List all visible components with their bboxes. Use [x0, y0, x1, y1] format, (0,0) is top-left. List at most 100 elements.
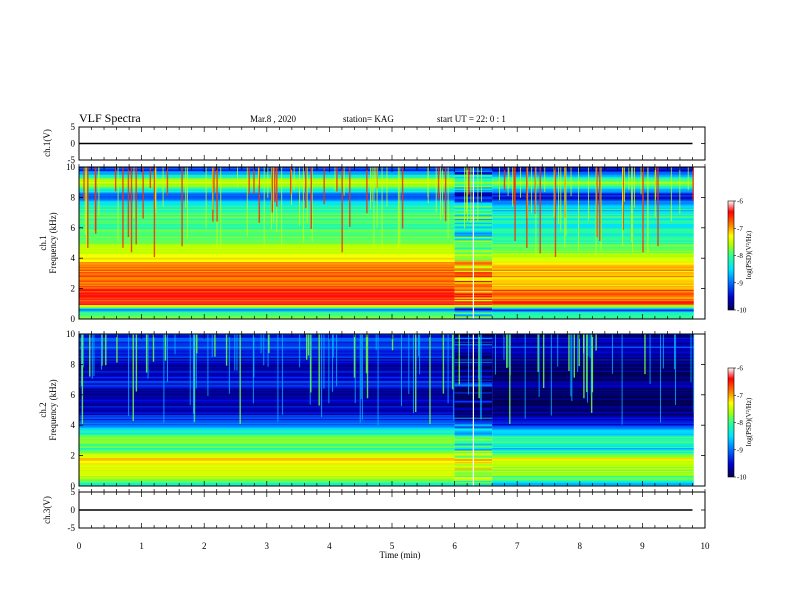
spectrogram-band [492, 213, 694, 216]
spectrogram-band [79, 404, 455, 407]
spectrogram-band [492, 189, 694, 192]
spectrogram-band [79, 198, 455, 201]
spectrogram-band [492, 397, 694, 399]
spectrogram-band [79, 183, 455, 186]
spectrogram-band [492, 455, 694, 458]
spectrogram-burst [640, 167, 642, 195]
spectrogram-burst [417, 334, 419, 357]
spectrogram-burst [453, 334, 455, 421]
x-tick-label: 3 [265, 541, 270, 551]
ch1-spectrogram-image [79, 167, 705, 320]
x-tick-label: 8 [578, 541, 583, 551]
spectrogram-band [79, 396, 455, 398]
spectrogram-band [79, 179, 455, 182]
spectrogram-burst [495, 334, 496, 375]
spectrogram-band [79, 356, 455, 359]
spectrogram-band [79, 256, 455, 259]
spectrogram-band [79, 374, 455, 377]
spectrogram-burst [311, 167, 313, 242]
spectrogram-burst [458, 334, 461, 385]
spectrogram-band [492, 425, 694, 427]
spectrogram-band [79, 292, 455, 295]
spectrogram-band [492, 420, 694, 422]
spectrogram-band [492, 264, 694, 267]
spectrogram-band [492, 468, 694, 470]
spectrogram-band [79, 251, 455, 254]
spectrogram-burst [480, 334, 482, 420]
spectrogram-band [79, 425, 455, 427]
y-tick-label: 4 [71, 420, 76, 430]
spectrogram-burst [267, 334, 269, 367]
spectrogram-burst [435, 167, 437, 213]
spectrogram-burst [542, 334, 545, 389]
spectrogram-burst [478, 334, 479, 380]
spectrogram-band [79, 364, 455, 367]
spectrogram-band [79, 192, 455, 194]
spectrogram-band [79, 439, 455, 441]
spectrogram-band [492, 184, 694, 187]
spectrogram-burst [189, 334, 191, 406]
colorbar-tick-label: -9 [737, 279, 743, 287]
spectrogram-band [79, 385, 455, 388]
spectrogram-band [79, 353, 455, 355]
spectrogram-band [79, 269, 455, 272]
spectrogram-band [492, 174, 694, 177]
spectrogram-band [79, 463, 455, 465]
spectrogram-band [79, 446, 455, 449]
spectrogram-band [79, 378, 455, 380]
spectrogram-band [79, 264, 455, 267]
x-tick-label: 4 [327, 541, 332, 551]
spectrogram-band [79, 301, 455, 303]
spectrogram-burst [293, 167, 295, 191]
spectrogram-burst [192, 334, 194, 414]
spectrogram-band [79, 263, 455, 265]
spectrogram-burst [135, 167, 137, 245]
spectrogram-burst [690, 334, 692, 383]
spectrogram-burst [135, 334, 138, 392]
spectrogram-burst [212, 167, 214, 210]
spectrogram-band [79, 221, 455, 224]
spectrogram-band [492, 229, 694, 231]
ch2-spectrogram-ylabel: Frequency (kHz) [48, 379, 58, 440]
spectrogram-band [492, 178, 694, 181]
spectrogram-band [492, 202, 694, 205]
spectrogram-band [79, 199, 455, 202]
spectrogram-band [492, 415, 694, 417]
spectrogram-band [492, 180, 694, 183]
spectrogram-burst [258, 167, 260, 223]
spectrogram-band [492, 394, 694, 397]
spectrogram-burst [98, 167, 100, 216]
spectrogram-band [79, 397, 455, 399]
spectrogram-band [79, 286, 455, 288]
spectrogram-band [79, 451, 455, 454]
spectrogram-burst [336, 167, 338, 192]
ch2-spectrogram-image [79, 334, 705, 487]
spectrogram-burst [470, 167, 472, 224]
spectrogram-burst [267, 167, 269, 198]
ch3-waveform-ylabel: ch.3(V) [42, 496, 52, 524]
spectrogram-band [492, 239, 694, 241]
spectrogram-band [492, 236, 694, 239]
spectrogram-burst [142, 167, 144, 219]
spectrogram-band [492, 459, 694, 462]
spectrogram-band [79, 410, 455, 412]
spectrogram-band [492, 305, 694, 307]
colorbar-tick-label: -7 [737, 392, 743, 400]
spectrogram-burst [514, 167, 516, 242]
tick-marks [78, 126, 706, 529]
spectrogram-band [79, 270, 455, 273]
spectrogram-band [492, 460, 694, 463]
colorbar-tick-label: -6 [737, 198, 743, 206]
spectrogram-burst [328, 334, 330, 404]
spectrogram-burst [306, 167, 308, 223]
x-tick-label: 1 [139, 541, 144, 551]
spectrogram-band [79, 432, 455, 435]
spectrogram-band [492, 474, 694, 477]
spectrogram-band [492, 284, 694, 287]
spectrogram-burst [332, 334, 334, 392]
spectrogram-band [492, 444, 694, 446]
spectrogram-burst [305, 167, 307, 209]
spectrogram-band [79, 294, 455, 297]
spectrogram-band [492, 235, 694, 238]
spectrogram-band [492, 199, 694, 202]
